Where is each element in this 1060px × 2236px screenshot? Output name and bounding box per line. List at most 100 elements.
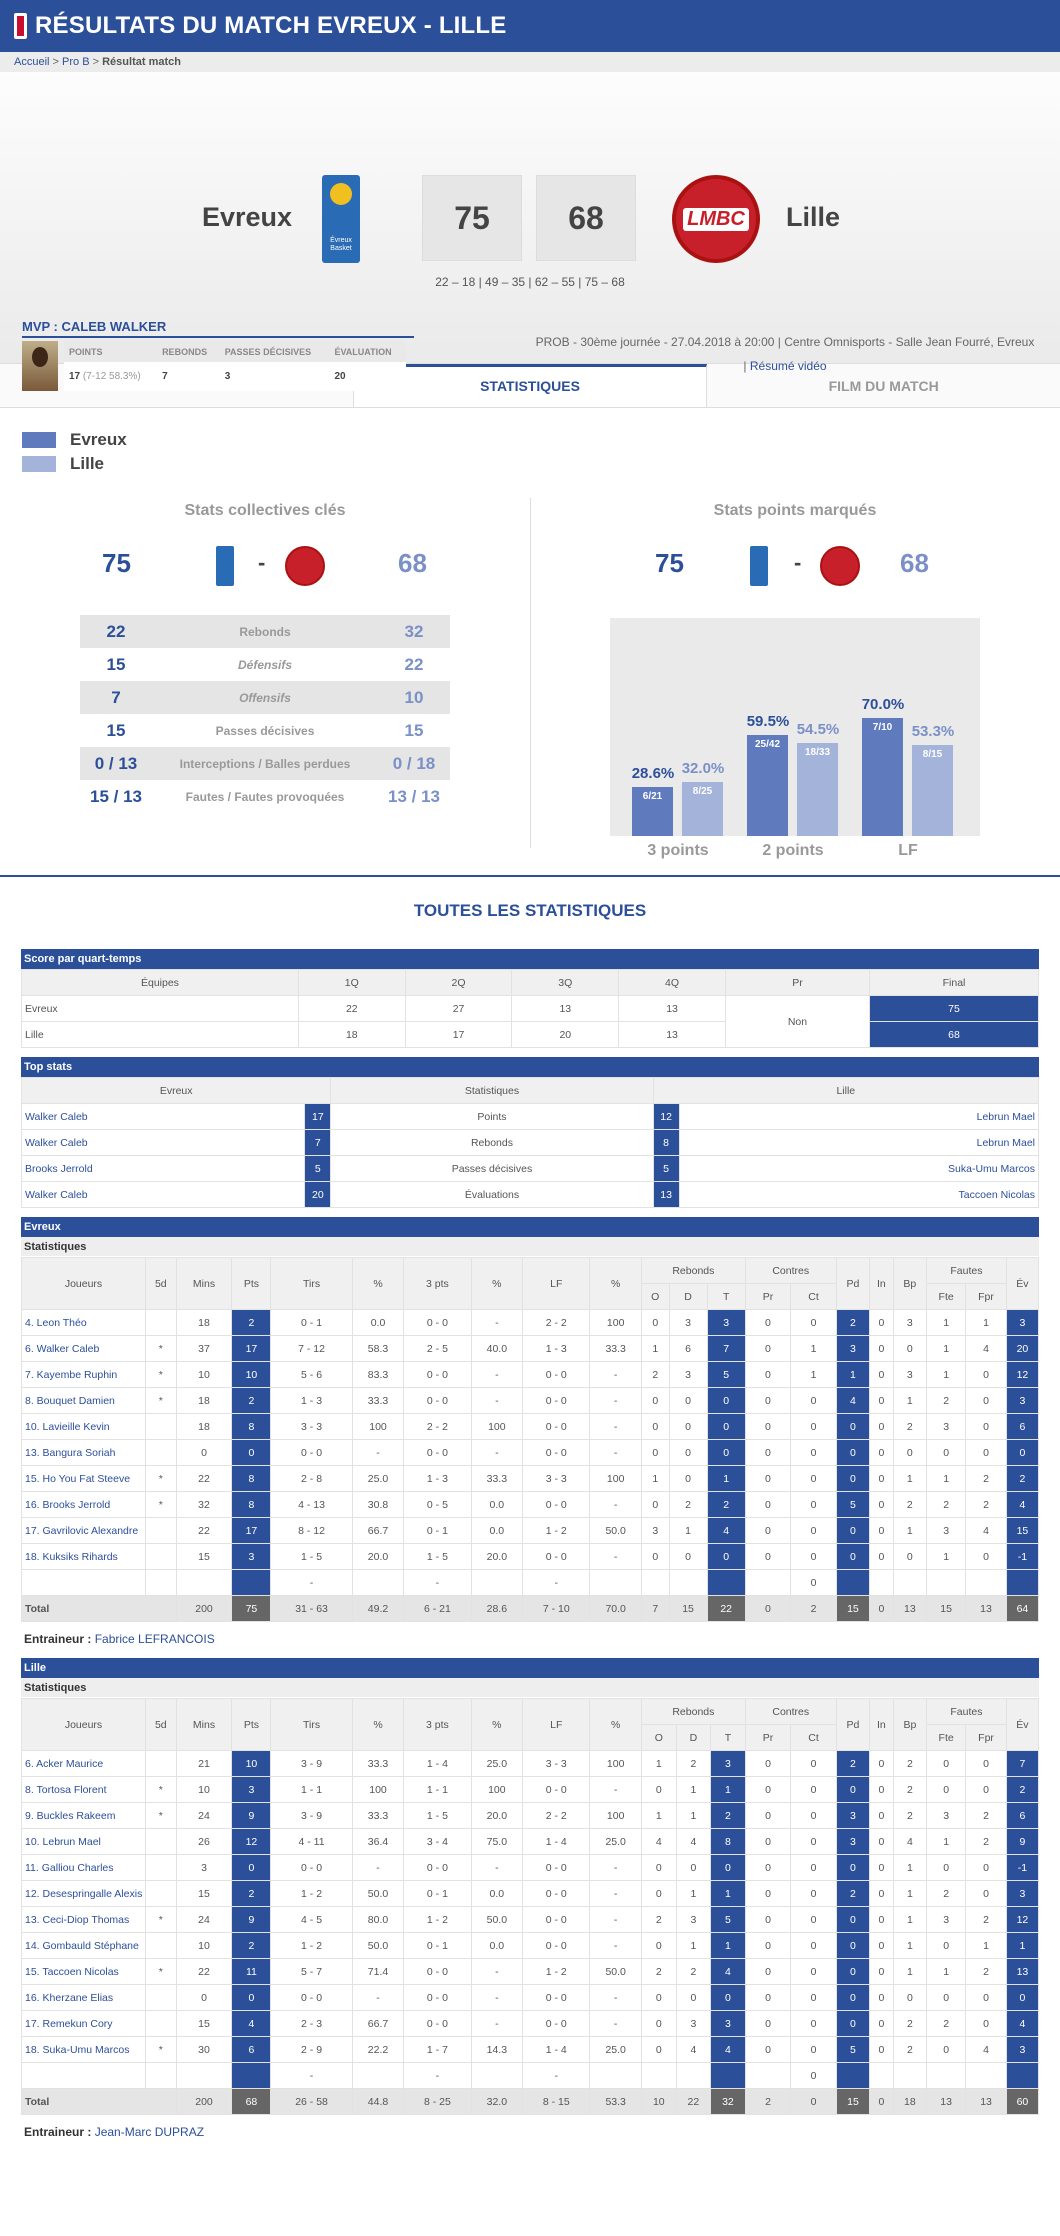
stat-cell: 0 xyxy=(965,1543,1007,1570)
player-link[interactable]: 17. Remekun Cory xyxy=(21,2010,146,2037)
mvp-title[interactable]: MVP : CALEB WALKER xyxy=(22,319,414,338)
mvp-head-eval: ÉVALUATION xyxy=(329,341,406,363)
key-right: 13 / 13 xyxy=(388,786,440,806)
evreux-coach-name[interactable]: Fabrice LEFRANCOIS xyxy=(94,1632,215,1646)
lille-logo-icon[interactable]: LMBC xyxy=(672,175,760,263)
player-link[interactable]: 7. Kayembe Ruphin xyxy=(21,1361,146,1388)
stat-cell: 2 xyxy=(710,1802,746,1829)
stat-cell xyxy=(145,1569,177,1596)
stat-cell: 22 xyxy=(175,1517,233,1544)
player-link[interactable]: 8. Tortosa Florent xyxy=(21,1776,146,1803)
evreux-logo-icon[interactable]: Évreux Basket xyxy=(322,175,360,263)
stat-cell: 0 xyxy=(744,1880,792,1907)
lille-mini-logo-icon xyxy=(820,546,860,586)
player-link[interactable]: 12. Desespringalle Alexis xyxy=(21,1880,146,1907)
mvp-assists: 3 xyxy=(219,362,330,391)
stat-cell xyxy=(231,2062,272,2089)
evreux-player-link[interactable]: Walker Caleb xyxy=(20,1129,306,1156)
stat-cell: 0 xyxy=(965,1750,1007,1777)
player-link[interactable]: 13. Ceci-Diop Thomas xyxy=(21,1906,146,1933)
stat-cell: 9 xyxy=(231,1906,272,1933)
stat-cell: 1 xyxy=(892,1387,928,1414)
player-link[interactable]: 14. Gombauld Stéphane xyxy=(21,1932,146,1959)
quarter-score-title: Score par quart-temps xyxy=(21,949,1039,969)
stat-cell: 2 xyxy=(231,1309,272,1336)
home-team-name[interactable]: Evreux xyxy=(202,202,293,232)
league-logo-icon xyxy=(14,13,27,39)
tab-statistics[interactable]: STATISTIQUES xyxy=(353,364,708,407)
evreux-logo-text: Évreux Basket xyxy=(330,237,352,252)
lille-player-link[interactable]: Suka-Umu Marcos xyxy=(678,1155,1040,1182)
player-link[interactable]: 13. Bangura Soriah xyxy=(21,1439,146,1466)
col-subheader: Pr xyxy=(744,1724,792,1751)
player-link[interactable]: 16. Kherzane Elias xyxy=(21,1984,146,2011)
stat-cell: 0 xyxy=(835,1932,871,1959)
player-link[interactable]: 6. Acker Maurice xyxy=(21,1750,146,1777)
total-cell: 68 xyxy=(231,2088,272,2115)
breadcrumb-home[interactable]: Accueil xyxy=(14,56,50,68)
lille-player-link[interactable]: Lebrun Mael xyxy=(678,1129,1040,1156)
stat-cell: 100 xyxy=(351,1413,405,1440)
player-link[interactable]: 10. Lebrun Mael xyxy=(21,1828,146,1855)
player-link[interactable]: 18. Suka-Umu Marcos xyxy=(21,2036,146,2063)
col-evreux: Evreux xyxy=(20,1077,332,1104)
stat-cell xyxy=(589,1569,642,1596)
tab-match-film[interactable]: FILM DU MATCH xyxy=(828,378,939,394)
stat-cell: 4 xyxy=(1005,1491,1040,1518)
stat-cell: 17 xyxy=(231,1517,272,1544)
cell: 27 xyxy=(404,995,513,1022)
evreux-player-link[interactable]: Walker Caleb xyxy=(20,1181,306,1208)
stat-cell: 1 xyxy=(892,1880,928,1907)
stat-cell: 0 xyxy=(869,1309,894,1336)
stat-cell: 10 xyxy=(175,1361,233,1388)
stat-cell: 8 xyxy=(231,1465,272,1492)
stat-cell: - xyxy=(351,1984,405,2011)
total-cell: 0 xyxy=(869,2088,894,2115)
stat-cell: 25.0 xyxy=(351,1465,405,1492)
player-link[interactable]: 15. Taccoen Nicolas xyxy=(21,1958,146,1985)
stat-cell: - xyxy=(470,1387,524,1414)
stat-cell: 2 xyxy=(965,1465,1007,1492)
player-link[interactable]: 8. Bouquet Damien xyxy=(21,1387,146,1414)
lille-coach-name[interactable]: Jean-Marc DUPRAZ xyxy=(94,2125,205,2139)
stat-cell: 0 xyxy=(926,1984,967,2011)
player-link[interactable]: 16. Brooks Jerrold xyxy=(21,1491,146,1518)
breadcrumb-league[interactable]: Pro B xyxy=(62,56,90,68)
stat-label: Rebonds xyxy=(330,1129,654,1156)
total-row: Total 200 75 31 - 63 49.2 6 - 21 28.6 7 - 10 70.… xyxy=(21,1595,1040,1622)
col-header: Pts xyxy=(231,1257,272,1310)
stat-cell: 0 xyxy=(869,1906,894,1933)
stat-cell: - xyxy=(589,1776,642,1803)
lille-player-link[interactable]: Taccoen Nicolas xyxy=(678,1181,1040,1208)
player-link[interactable]: 4. Leon Théo xyxy=(21,1309,146,1336)
stat-cell: 0 xyxy=(641,1543,670,1570)
evreux-player-link[interactable]: Walker Caleb xyxy=(20,1103,306,1130)
player-link[interactable]: 17. Gavrilovic Alexandre xyxy=(21,1517,146,1544)
total-cell: 64 xyxy=(1005,1595,1040,1622)
player-link[interactable]: 15. Ho You Fat Steeve xyxy=(21,1465,146,1492)
table-row: 18. Suka-Umu Marcos * 30 6 2 - 9 22.2 1 - 7 14.… xyxy=(21,2036,1040,2063)
player-link[interactable]: 18. Kuksiks Rihards xyxy=(21,1543,146,1570)
stat-cell: 80.0 xyxy=(351,1906,405,1933)
player-link[interactable]: 10. Lavieille Kevin xyxy=(21,1413,146,1440)
key-left: 7 xyxy=(80,681,152,714)
player-link[interactable]: 11. Galliou Charles xyxy=(21,1854,146,1881)
stat-cell: 1 xyxy=(926,1828,967,1855)
stat-cell: 0 xyxy=(869,1335,894,1362)
total-cell: 8 - 25 xyxy=(403,2088,472,2115)
stat-cell xyxy=(145,1854,177,1881)
stat-cell: 0 xyxy=(706,1413,746,1440)
lille-player-link[interactable]: Lebrun Mael xyxy=(678,1103,1040,1130)
stat-cell: - xyxy=(470,1958,524,1985)
away-team-name[interactable]: Lille xyxy=(786,202,841,232)
player-link[interactable]: 6. Walker Caleb xyxy=(21,1335,146,1362)
table-row: 7. Kayembe Ruphin * 10 10 5 - 6 83.3 0 - 0-0 -… xyxy=(21,1361,1040,1388)
video-link[interactable]: Résumé vidéo xyxy=(749,359,827,373)
stat-cell: 0 - 1 xyxy=(403,1880,472,1907)
evreux-player-link[interactable]: Brooks Jerrold xyxy=(20,1155,306,1182)
stat-cell: 0 - 0 xyxy=(403,1854,472,1881)
stat-cell: - xyxy=(589,1854,642,1881)
stat-cell: 0 xyxy=(835,1958,871,1985)
player-link[interactable]: 9. Buckles Rakeem xyxy=(21,1802,146,1829)
